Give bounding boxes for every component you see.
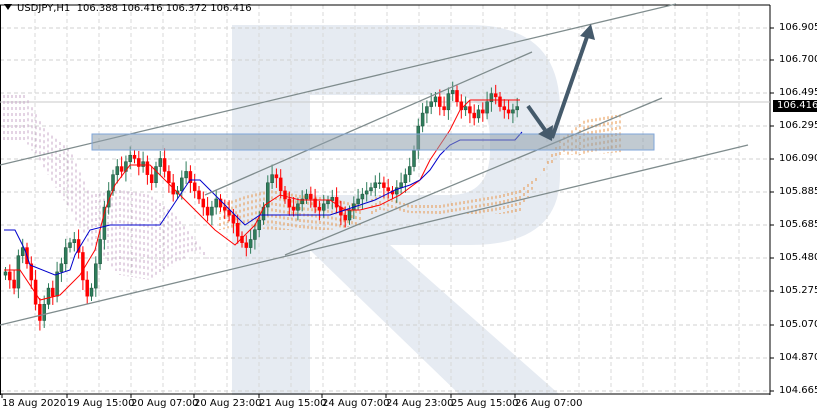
price-tick-label: 106.295 [779, 120, 817, 131]
high-value: 106.416 [121, 3, 163, 14]
time-tick-label: 26 Aug 07:00 [515, 398, 583, 409]
time-tick-label: 20 Aug 07:00 [131, 398, 199, 409]
chart-title: USDJPY,H1 106.388 106.416 106.372 106.41… [4, 3, 252, 14]
candlesticks [3, 81, 519, 331]
price-tick-label: 106.905 [779, 22, 817, 33]
price-tick-label: 105.685 [779, 219, 817, 230]
watermark-logo [232, 25, 560, 395]
forecast-arrow[interactable] [526, 24, 595, 141]
time-tick-label: 20 Aug 23:00 [194, 398, 262, 409]
price-tick-label: 106.090 [779, 153, 817, 164]
current-price-label: 106.416 [773, 100, 817, 112]
close-value: 106.416 [210, 3, 252, 14]
time-tick-label: 24 Aug 07:00 [322, 398, 390, 409]
price-tick-label: 104.665 [779, 385, 817, 396]
price-tick-label: 105.480 [779, 252, 817, 263]
dropdown-triangle-icon[interactable] [4, 4, 12, 10]
kijun-sen-line [4, 131, 523, 276]
open-value: 106.388 [76, 3, 119, 14]
low-value: 106.372 [165, 3, 208, 14]
time-tick-label: 18 Aug 2020 [2, 398, 67, 409]
time-tick-label: 21 Aug 15:00 [259, 398, 327, 409]
grid [0, 5, 770, 393]
price-tick-label: 105.070 [779, 319, 817, 330]
time-tick-label: 19 Aug 15:00 [67, 398, 135, 409]
price-tick-label: 106.495 [779, 87, 817, 98]
price-tick-label: 105.275 [779, 285, 817, 296]
time-tick-label: 25 Aug 15:00 [451, 398, 519, 409]
price-tick-label: 104.870 [779, 352, 817, 363]
symbol-label: USDJPY,H1 [17, 3, 71, 14]
price-tick-label: 105.885 [779, 186, 817, 197]
price-tick-label: 106.700 [779, 54, 817, 65]
support-zone-rectangle[interactable] [91, 133, 655, 151]
time-tick-label: 24 Aug 23:00 [386, 398, 454, 409]
